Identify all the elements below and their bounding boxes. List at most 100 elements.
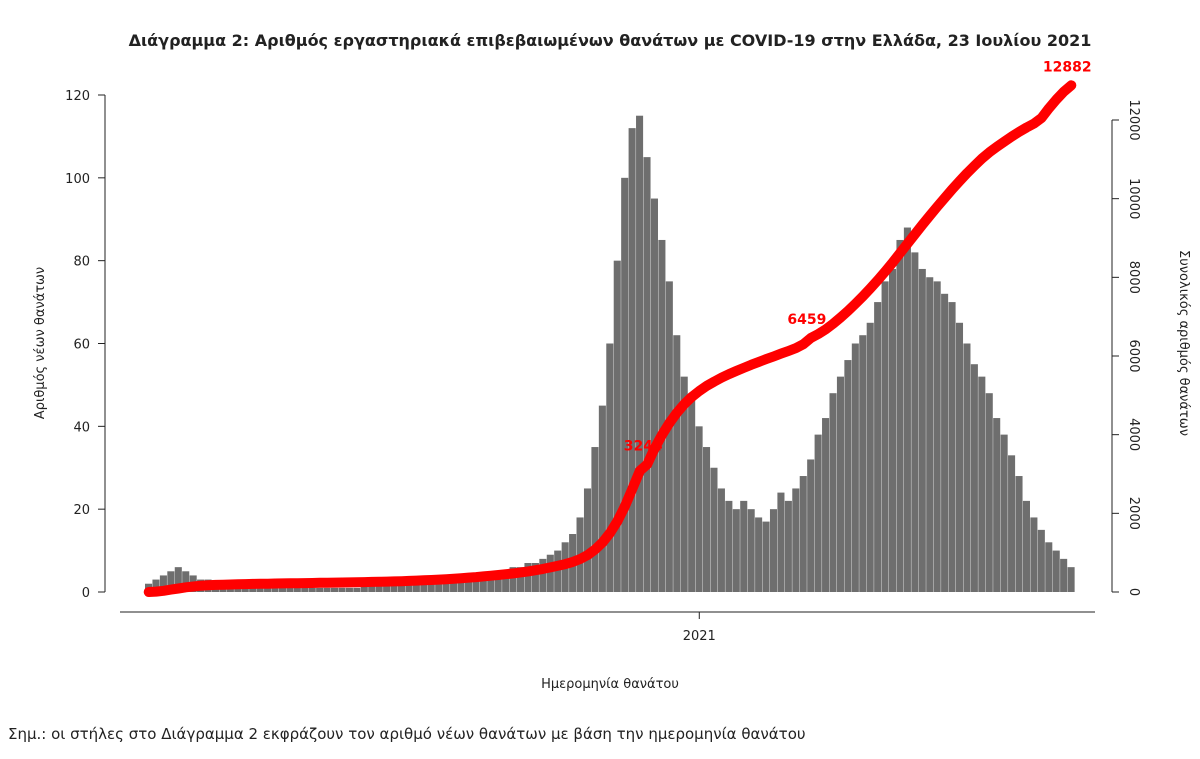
bar [308, 587, 316, 592]
bar [822, 418, 830, 592]
bar [502, 571, 510, 592]
bar [985, 393, 993, 592]
bar [546, 554, 554, 592]
bar [851, 343, 859, 592]
bar [226, 587, 234, 592]
bar [650, 198, 658, 592]
line-value-label: 12882 [1043, 59, 1092, 75]
cumulative-line [143, 80, 1077, 597]
bar [769, 509, 778, 592]
bar [1067, 567, 1075, 592]
bar [993, 418, 1001, 592]
y2-tick-label: 12000 [1126, 99, 1141, 140]
bar [383, 583, 391, 592]
bar [472, 575, 480, 592]
y-tick-label: 100 [65, 172, 90, 187]
bar [286, 587, 294, 592]
bar [807, 459, 815, 592]
bar [420, 579, 428, 592]
bar [256, 587, 264, 592]
bar [948, 302, 956, 592]
y-tick-label: 80 [73, 255, 90, 270]
bar [316, 587, 324, 592]
bar [918, 268, 926, 592]
bar [903, 227, 911, 593]
bar [613, 260, 621, 592]
bar [673, 335, 681, 592]
bar [762, 521, 770, 592]
bar [866, 322, 874, 592]
bar [628, 128, 636, 592]
bar [926, 277, 934, 592]
bar [412, 579, 420, 592]
bar [1045, 542, 1053, 592]
bar [338, 587, 346, 592]
bar [464, 575, 472, 592]
chart-title: Διάγραμμα 2: Αριθμός εργαστηριακά επιβεβ… [129, 31, 1092, 50]
bar [457, 579, 465, 592]
bar [836, 376, 844, 592]
bar [345, 587, 353, 592]
bar [955, 322, 964, 592]
bar [970, 364, 978, 592]
bar [740, 500, 748, 592]
bar [539, 558, 547, 592]
bar [487, 571, 495, 592]
bar [658, 239, 666, 593]
bar [1022, 500, 1030, 592]
y2-tick-label: 4000 [1126, 418, 1141, 451]
y2-tick-label: 8000 [1126, 261, 1141, 294]
bar [331, 587, 339, 592]
bar [517, 567, 525, 592]
bar [554, 550, 562, 592]
y-tick-label: 20 [73, 503, 90, 518]
x-axis-title: Ημερομηνία θανάτου [541, 677, 679, 692]
bar [598, 405, 606, 592]
bar [695, 426, 703, 592]
bar [1060, 558, 1068, 592]
bar [799, 476, 807, 592]
bar [844, 360, 852, 592]
bar [784, 500, 792, 592]
y2-tick-label: 10000 [1126, 178, 1141, 219]
bar [933, 281, 941, 592]
x-tick-label: 2021 [683, 629, 716, 644]
bar [524, 563, 532, 592]
bar [792, 488, 800, 592]
y2-tick-label: 0 [1126, 588, 1141, 596]
bar [182, 571, 190, 592]
bar [1008, 455, 1016, 592]
bar [390, 583, 398, 592]
bar [1037, 529, 1045, 592]
bar [450, 579, 458, 592]
bar [688, 397, 696, 592]
bar [152, 579, 160, 592]
bar [1000, 434, 1008, 592]
bar [643, 157, 651, 592]
bar [293, 587, 301, 592]
bar [665, 281, 673, 592]
bar [249, 587, 257, 592]
y2-axis-title: Συνολικός αριθμός θανάτων [1176, 250, 1191, 436]
y-tick-label: 60 [73, 338, 90, 353]
y2-tick-label: 6000 [1126, 339, 1141, 372]
bar [717, 488, 725, 592]
bar [241, 587, 249, 592]
bar [167, 571, 175, 592]
bar [755, 517, 763, 592]
bar [301, 587, 309, 592]
bar [397, 583, 406, 592]
y-axis-title: Αριθμός νέων θανάτων [33, 267, 48, 419]
bar [889, 268, 897, 592]
bar [725, 500, 733, 592]
bar [159, 575, 167, 592]
bar [234, 587, 242, 592]
y-tick-label: 40 [73, 420, 90, 435]
note: Σημ.: οι στήλες στο Διάγραμμα 2 εκφράζου… [8, 725, 806, 743]
line-value-label: 3244 [624, 438, 663, 454]
bar [881, 281, 889, 592]
bar [360, 583, 368, 592]
y-tick-label: 120 [65, 89, 90, 104]
bar [963, 343, 971, 592]
